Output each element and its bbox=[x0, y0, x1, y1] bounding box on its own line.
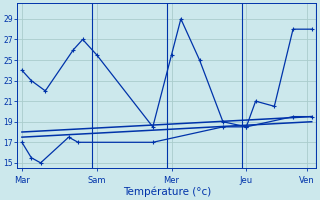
X-axis label: Température (°c): Température (°c) bbox=[123, 186, 211, 197]
